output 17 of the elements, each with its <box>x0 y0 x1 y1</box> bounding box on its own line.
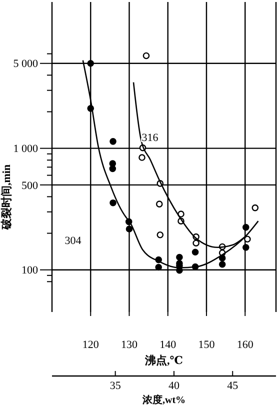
x2-axis-title: 浓度,wt% <box>141 394 186 406</box>
x2-tick-label: 35 <box>110 380 122 392</box>
x2-tick-label: 40 <box>168 380 180 392</box>
x2-tick-label: 45 <box>227 380 239 392</box>
x-tick-label: 120 <box>82 339 100 351</box>
annotation: 304 <box>64 234 82 247</box>
x-tick-label: 140 <box>160 339 177 351</box>
y-tick-label: 5 000 <box>13 58 38 70</box>
x-tick-label: 160 <box>236 339 254 351</box>
y-tick-label: 1 000 <box>13 143 38 156</box>
x-axis-title: 沸点,℃ <box>144 354 183 367</box>
y-tick-label: 100 <box>22 264 38 277</box>
y-tick-label: 500 <box>22 180 38 192</box>
y-axis-title: 破裂时间,min <box>0 164 13 231</box>
x-tick-label: 150 <box>198 339 216 351</box>
annotation: 316 <box>142 132 159 144</box>
x-tick-label: 130 <box>120 339 138 351</box>
